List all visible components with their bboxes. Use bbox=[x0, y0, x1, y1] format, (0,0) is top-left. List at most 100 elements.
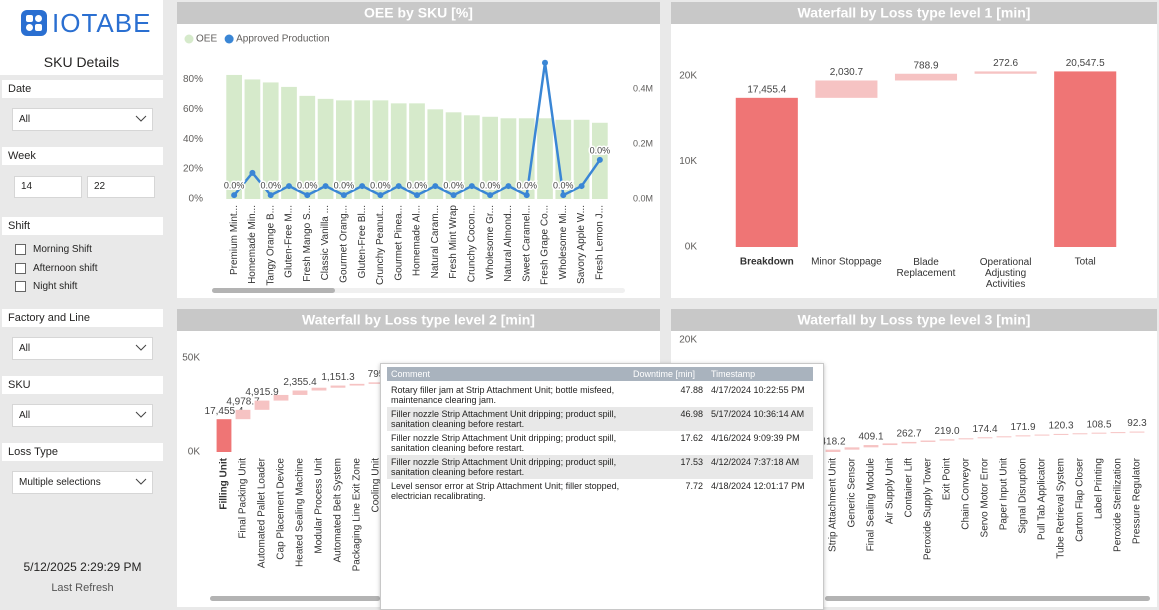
waterfall-bar bbox=[273, 394, 289, 401]
waterfall-bar bbox=[1053, 433, 1069, 435]
dropdown[interactable]: All bbox=[12, 337, 153, 360]
y-tick-label: 0% bbox=[189, 194, 204, 205]
data-label: 108.5 bbox=[1086, 419, 1111, 430]
x-tick-label: Exit Point bbox=[942, 458, 953, 500]
waterfall-bar bbox=[977, 437, 993, 439]
table-cell: Filler nozzle Strip Attachment Unit drip… bbox=[391, 457, 617, 477]
bar bbox=[518, 118, 535, 199]
sidebar-header: IOTABE SKU Details bbox=[0, 0, 163, 75]
checkbox-option[interactable]: Morning Shift bbox=[15, 244, 92, 256]
x-tick-label: Minor Stoppage bbox=[811, 257, 882, 268]
scrollbar-thumb[interactable] bbox=[210, 596, 380, 601]
point-label: 0.0% bbox=[297, 181, 318, 191]
point-label: 0.0% bbox=[260, 181, 281, 191]
dropdown[interactable]: All bbox=[12, 108, 153, 131]
waterfall-bar bbox=[882, 443, 898, 446]
x-tick-label: Generic Sensor bbox=[847, 457, 858, 527]
chart-title: Waterfall by Loss type level 3 [min] bbox=[798, 312, 1031, 328]
data-label: 17,455.4 bbox=[205, 406, 244, 417]
dropdown-value: Multiple selections bbox=[19, 477, 101, 488]
data-label: 219.0 bbox=[934, 426, 959, 437]
point-label: 0.0% bbox=[443, 181, 464, 191]
x-tick-label: Automated Pallet Loader bbox=[257, 457, 268, 568]
dropdown-value: All bbox=[19, 410, 31, 421]
table-row: Filler nozzle Strip Attachment Unit drip… bbox=[387, 407, 813, 431]
table-row: Level sensor error at Strip Attachment U… bbox=[387, 479, 813, 503]
filter-label: SKU bbox=[2, 376, 163, 394]
dropdown-value: All bbox=[19, 343, 31, 354]
checkbox-option[interactable]: Night shift bbox=[15, 281, 77, 293]
dropdown[interactable]: All bbox=[12, 404, 153, 427]
data-label: 1,151.3 bbox=[321, 372, 355, 383]
x-tick-label: Pressure Regulator bbox=[1132, 457, 1143, 544]
bar bbox=[390, 103, 407, 199]
scrollbar-thumb[interactable] bbox=[825, 596, 1150, 601]
week-to-input[interactable]: 22 bbox=[87, 176, 155, 198]
bar bbox=[482, 116, 499, 199]
table-row: Filler nozzle Strip Attachment Unit drip… bbox=[387, 431, 813, 455]
data-label: 174.4 bbox=[972, 424, 997, 435]
waterfall-bar bbox=[894, 73, 958, 81]
data-label: 2,030.7 bbox=[830, 67, 864, 78]
chart-title: Waterfall by Loss type level 1 [min] bbox=[798, 5, 1031, 21]
line-point bbox=[505, 183, 512, 190]
x-tick-label: Breakdown bbox=[740, 257, 794, 268]
line-point bbox=[359, 183, 366, 190]
week-from-input[interactable]: 14 bbox=[14, 176, 82, 198]
x-tick-label: Automated Belt System bbox=[333, 458, 344, 563]
title-bar bbox=[671, 2, 1157, 24]
tooltip: Comment Downtime [min] Timestamp Rotary fil… bbox=[380, 363, 824, 610]
y2-tick-label: 0.2M bbox=[633, 138, 653, 148]
y-tick-label: 20K bbox=[679, 71, 697, 82]
line-point bbox=[395, 183, 402, 190]
scrollbar-thumb[interactable] bbox=[212, 288, 335, 293]
waterfall-bar bbox=[330, 385, 346, 388]
waterfall-bar bbox=[254, 400, 270, 410]
dropdown[interactable]: Multiple selections bbox=[12, 471, 153, 494]
legend-label: Approved Production bbox=[236, 34, 329, 45]
filter-label: Factory and Line bbox=[2, 309, 163, 327]
x-tick-label: Filling Unit bbox=[219, 457, 230, 509]
data-label: 4,915.9 bbox=[245, 387, 279, 398]
x-tick-label: Wholesome Mi... bbox=[558, 205, 569, 279]
bar bbox=[262, 82, 279, 199]
waterfall-bar bbox=[996, 436, 1012, 438]
bar bbox=[335, 100, 352, 199]
waterfall-bar bbox=[1072, 433, 1088, 435]
y-tick-label: 0K bbox=[188, 447, 201, 458]
x-tick-label: Paper Input Unit bbox=[999, 458, 1010, 530]
title-bar bbox=[177, 309, 660, 331]
data-label: 4,978.7 bbox=[226, 396, 260, 407]
x-tick-label: Heated Sealing Machine bbox=[295, 458, 306, 567]
line-point bbox=[340, 192, 347, 199]
x-tick-label: Savory Apple W... bbox=[576, 205, 587, 284]
table-cell: 46.98 bbox=[680, 409, 703, 419]
filter-label: Loss Type bbox=[2, 443, 163, 461]
bar bbox=[299, 95, 316, 199]
column-header: Comment bbox=[391, 369, 431, 379]
line-point bbox=[267, 192, 274, 199]
chevron bbox=[135, 344, 147, 351]
x-tick-label: Homemade Al... bbox=[412, 205, 423, 276]
waterfall-bar bbox=[216, 419, 232, 452]
x-tick-label: Sweet Caramel... bbox=[521, 205, 532, 282]
x-tick-label: Crunchy Cocon... bbox=[466, 205, 477, 282]
option-label: Night shift bbox=[33, 281, 78, 293]
x-tick-label: Fresh Grape Co... bbox=[540, 205, 551, 285]
y-tick-label: 50K bbox=[182, 353, 200, 364]
waterfall-bar bbox=[1129, 431, 1145, 433]
y-tick-label: 80% bbox=[183, 74, 203, 85]
waterfall-bar bbox=[958, 438, 974, 440]
waterfall-bar bbox=[235, 409, 251, 420]
line-point bbox=[487, 192, 494, 199]
point-label: 0.0% bbox=[224, 181, 245, 191]
waterfall-bar bbox=[1091, 432, 1107, 434]
column-header: Downtime [min] bbox=[633, 369, 696, 379]
table-cell: Level sensor error at Strip Attachment U… bbox=[391, 481, 620, 501]
x-tick-label: Modular Process Unit bbox=[314, 458, 325, 554]
checkbox-option[interactable]: Afternoon shift bbox=[15, 263, 97, 275]
x-tick-label: Crunchy Peanut... bbox=[375, 205, 386, 285]
data-label: 20,547.5 bbox=[1066, 58, 1105, 69]
x-tick-label: Pull Tab Applicator bbox=[1037, 457, 1048, 540]
x-tick-label: Operational Adjusting Activities bbox=[980, 257, 1032, 290]
